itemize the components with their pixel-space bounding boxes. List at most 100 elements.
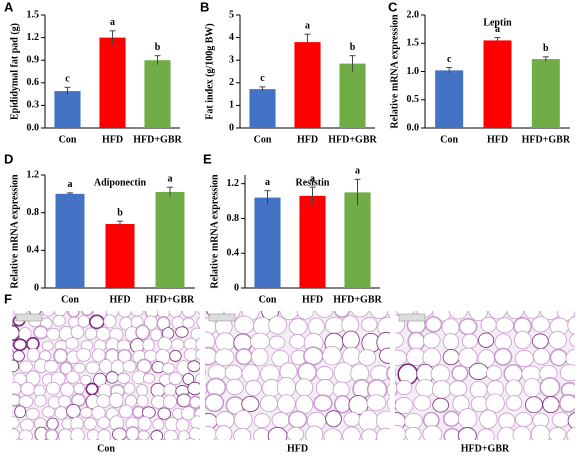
panel-label: A — [4, 0, 14, 14]
adipocyte — [413, 394, 432, 412]
y-tick-label: 0.3 — [27, 100, 40, 111]
adipocyte — [130, 311, 145, 317]
adipocyte — [443, 427, 461, 440]
panel-label: F — [4, 291, 12, 306]
adipocyte — [18, 360, 33, 373]
adipocyte — [567, 412, 575, 430]
adipocyte — [576, 395, 580, 412]
adipocyte — [175, 326, 189, 338]
bar — [54, 91, 81, 128]
adipocyte — [442, 349, 460, 366]
adipocyte — [379, 347, 390, 364]
adipocyte — [204, 293, 218, 308]
adipocyte — [135, 438, 144, 440]
adipocyte — [480, 316, 497, 333]
adipocyte — [46, 327, 61, 341]
adipocyte — [45, 381, 61, 396]
adipocyte — [0, 383, 5, 394]
y-tick-label: 0.6 — [27, 77, 40, 88]
adipocyte — [40, 441, 52, 452]
adipocyte — [245, 379, 262, 397]
bar — [99, 37, 126, 128]
adipocyte — [119, 440, 130, 450]
y-tick-label: 0 — [34, 282, 39, 293]
y-axis-label: Relative mRNA expression — [209, 174, 220, 289]
adipocyte — [251, 444, 266, 456]
adipocyte — [443, 442, 459, 456]
adipocyte — [235, 347, 253, 366]
x-tick-label: HFD — [102, 134, 123, 145]
panel-label: C — [388, 0, 398, 14]
significance-letter: b — [117, 207, 123, 218]
adipocyte — [96, 293, 110, 306]
bar — [105, 223, 135, 288]
adipocyte — [422, 347, 442, 367]
adipocyte — [187, 381, 200, 396]
y-tick-label: 0.5 — [407, 94, 420, 105]
adipocyte — [41, 311, 55, 317]
adipocyte — [276, 377, 296, 398]
adipocyte — [342, 330, 360, 350]
significance-letter: a — [110, 17, 115, 28]
adipocyte — [82, 442, 93, 452]
adipocyte — [452, 286, 469, 304]
adipocyte — [451, 364, 469, 382]
adipocyte — [395, 349, 408, 366]
adipocyte — [395, 367, 397, 377]
adipocyte — [543, 288, 558, 303]
adipocyte — [514, 349, 534, 368]
adipocyte — [83, 417, 97, 431]
adipocyte — [117, 311, 132, 318]
adipocyte — [514, 442, 532, 456]
adipocyte — [361, 428, 378, 440]
adipocyte — [222, 439, 227, 440]
adipocyte — [569, 333, 575, 348]
adipocyte — [395, 379, 413, 396]
adipocyte — [0, 395, 8, 407]
adipocyte — [12, 319, 13, 327]
adipocyte — [143, 442, 155, 455]
adipocyte — [205, 311, 208, 316]
adipocyte — [260, 394, 278, 413]
adipocyte — [210, 441, 222, 453]
adipocyte — [242, 439, 246, 440]
adipocyte — [267, 426, 288, 440]
adipocyte — [0, 363, 9, 376]
adipocyte — [395, 397, 414, 415]
adipocyte — [493, 347, 513, 366]
y-axis-label: Epididymal fat pad (g) — [9, 23, 20, 120]
adipocyte — [525, 396, 543, 414]
adipocyte — [523, 378, 542, 398]
adipocyte — [566, 426, 575, 440]
adipocyte — [190, 415, 200, 430]
adipocyte — [205, 426, 217, 440]
adipocyte — [327, 444, 342, 456]
bar — [55, 193, 85, 288]
adipocyte — [442, 333, 460, 351]
x-tick-label: Con — [440, 134, 458, 145]
adipocyte — [323, 428, 342, 440]
adipocyte — [57, 395, 72, 408]
significance-letter: c — [65, 74, 70, 85]
adipocyte — [123, 382, 136, 395]
x-tick-label: Con — [59, 134, 77, 145]
bar — [435, 70, 464, 128]
adipocyte — [324, 316, 345, 335]
adipocyte — [12, 410, 13, 415]
panel-label: D — [4, 151, 13, 166]
adipocyte — [381, 442, 397, 456]
adipocyte — [376, 427, 390, 440]
adipocyte — [205, 346, 218, 366]
adipocyte — [88, 314, 105, 330]
adipocyte — [253, 427, 270, 440]
adipocyte — [376, 410, 390, 432]
adipocyte — [122, 360, 137, 373]
adipocyte — [512, 425, 532, 440]
x-tick-label: HFD+GBR — [333, 294, 382, 305]
significance-letter: b — [350, 42, 356, 53]
adipocyte — [150, 382, 166, 398]
adipocyte — [558, 393, 575, 413]
adipocyte — [297, 362, 318, 383]
adipocyte — [386, 311, 390, 318]
adipocyte — [152, 418, 165, 431]
